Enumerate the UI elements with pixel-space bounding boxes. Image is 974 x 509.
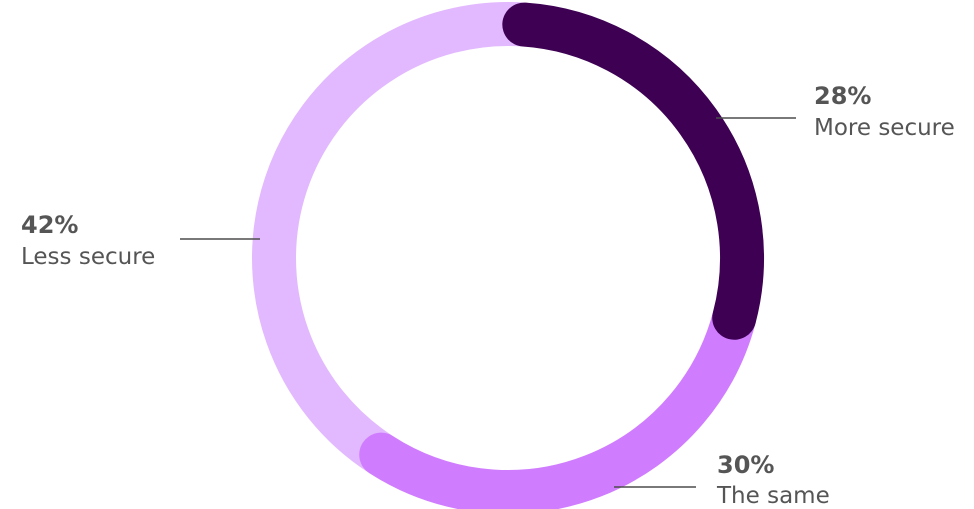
category-label-the-same: The same <box>716 483 830 509</box>
value-label-the-same: 30% <box>717 451 774 479</box>
slice-more-secure <box>502 2 764 340</box>
slice-less-secure <box>252 2 547 477</box>
value-label-less-secure: 42% <box>21 211 78 239</box>
donut-arcs <box>252 2 764 509</box>
category-label-less-secure: Less secure <box>21 244 155 270</box>
slice-the-same <box>359 295 757 509</box>
category-label-more-secure: More secure <box>814 115 955 141</box>
value-label-more-secure: 28% <box>814 82 871 110</box>
